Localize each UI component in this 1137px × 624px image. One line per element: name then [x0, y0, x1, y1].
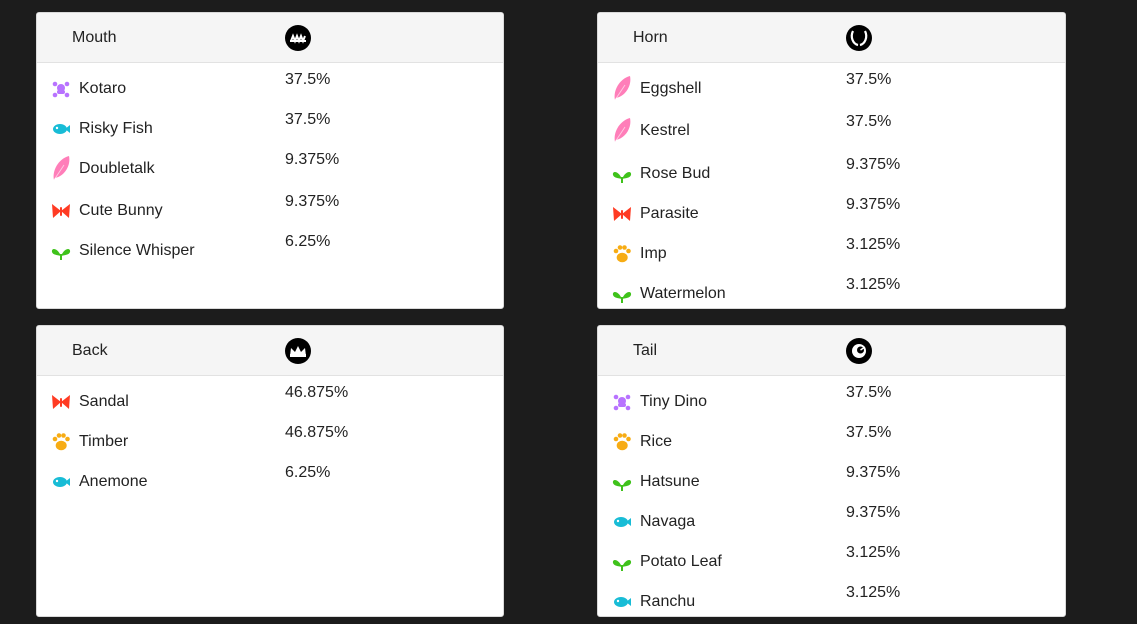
plant-class-icon	[612, 552, 632, 572]
part-row: Rose Bud 9.375%	[598, 156, 1065, 190]
beast-class-icon	[51, 432, 71, 452]
beast-class-icon	[612, 244, 632, 264]
part-percentage: 46.875%	[285, 384, 349, 401]
part-row: Kestrel 37.5%	[598, 113, 1065, 147]
panel-title: Tail	[633, 342, 658, 359]
reptile-class-icon	[51, 79, 71, 99]
aquatic-class-icon	[612, 512, 632, 532]
part-percentage: 9.375%	[846, 464, 901, 481]
part-panel-tail: Tail Tiny Dino 37.5% Rice 37.5% Hatsune 9.375%…	[597, 325, 1066, 617]
part-percentage: 9.375%	[846, 196, 901, 213]
mouth-icon	[285, 25, 311, 51]
tail-icon	[846, 338, 872, 364]
part-name: Hatsune	[640, 473, 700, 490]
part-name: Watermelon	[640, 285, 726, 302]
plant-class-icon	[612, 284, 632, 304]
part-row: Imp 3.125%	[598, 236, 1065, 270]
part-percentage: 9.375%	[285, 151, 340, 168]
part-row: Risky Fish 37.5%	[37, 111, 503, 145]
part-row: Navaga 9.375%	[598, 504, 1065, 538]
panel-header: Tail	[598, 326, 1065, 376]
part-name: Risky Fish	[79, 120, 153, 137]
part-percentage: 9.375%	[846, 156, 901, 173]
part-name: Ranchu	[640, 593, 696, 610]
back-icon	[285, 338, 311, 364]
plant-class-icon	[51, 241, 71, 261]
part-panel-back: Back Sandal 46.875% Timber 46.875% Anemone 6.2…	[36, 325, 504, 617]
bug-class-icon	[51, 392, 71, 412]
bug-class-icon	[612, 204, 632, 224]
aquatic-class-icon	[612, 592, 632, 612]
panel-title: Horn	[633, 29, 668, 46]
part-name: Cute Bunny	[79, 202, 163, 219]
part-row: Cute Bunny 9.375%	[37, 193, 503, 227]
part-name: Doubletalk	[79, 160, 155, 177]
part-row: Sandal 46.875%	[37, 384, 503, 418]
part-name: Potato Leaf	[640, 553, 722, 570]
part-percentage: 37.5%	[846, 384, 892, 401]
part-name: Sandal	[79, 393, 129, 410]
part-row: Watermelon 3.125%	[598, 276, 1065, 308]
aquatic-class-icon	[51, 119, 71, 139]
aquatic-class-icon	[51, 472, 71, 492]
part-percentage: 3.125%	[846, 236, 901, 253]
part-row: Eggshell 37.5%	[598, 71, 1065, 105]
part-panel-mouth: Mouth Kotaro 37.5% Risky Fish 37.5% Doubletal…	[36, 12, 504, 309]
part-panel-horn: Horn Eggshell 37.5% Kestrel 37.5% Rose Bud 9.3…	[597, 12, 1066, 309]
reptile-class-icon	[612, 392, 632, 412]
bird-class-icon	[612, 75, 632, 101]
part-percentage: 9.375%	[846, 504, 901, 521]
part-percentage: 37.5%	[285, 111, 331, 128]
part-percentage: 3.125%	[846, 544, 901, 561]
part-row: Potato Leaf 3.125%	[598, 544, 1065, 578]
part-row: Timber 46.875%	[37, 424, 503, 458]
panel-header: Back	[37, 326, 503, 376]
panel-header: Mouth	[37, 13, 503, 63]
part-row: Kotaro 37.5%	[37, 71, 503, 105]
part-percentage: 3.125%	[846, 584, 901, 601]
beast-class-icon	[612, 432, 632, 452]
part-name: Parasite	[640, 205, 699, 222]
part-row: Tiny Dino 37.5%	[598, 384, 1065, 418]
bug-class-icon	[51, 201, 71, 221]
part-percentage: 6.25%	[285, 464, 331, 481]
part-name: Rice	[640, 433, 673, 450]
bird-class-icon	[612, 117, 632, 143]
part-percentage: 37.5%	[285, 71, 331, 88]
part-percentage: 37.5%	[846, 113, 892, 130]
part-name: Silence Whisper	[79, 242, 195, 259]
horn-icon	[846, 25, 872, 51]
panel-title: Mouth	[72, 29, 117, 46]
part-percentage: 6.25%	[285, 233, 331, 250]
part-name: Tiny Dino	[640, 393, 707, 410]
panel-header: Horn	[598, 13, 1065, 63]
part-percentage: 37.5%	[846, 71, 892, 88]
part-percentage: 37.5%	[846, 424, 892, 441]
part-row: Hatsune 9.375%	[598, 464, 1065, 498]
plant-class-icon	[612, 472, 632, 492]
bird-class-icon	[51, 155, 71, 181]
part-percentage: 3.125%	[846, 276, 901, 293]
panel-title: Back	[72, 342, 108, 359]
part-percentage: 9.375%	[285, 193, 340, 210]
part-row: Doubletalk 9.375%	[37, 151, 503, 185]
part-name: Kotaro	[79, 80, 127, 97]
part-name: Rose Bud	[640, 165, 711, 182]
part-row: Parasite 9.375%	[598, 196, 1065, 230]
part-row: Ranchu 3.125%	[598, 584, 1065, 616]
part-name: Imp	[640, 245, 667, 262]
part-percentage: 46.875%	[285, 424, 349, 441]
part-row: Anemone 6.25%	[37, 464, 503, 498]
part-row: Rice 37.5%	[598, 424, 1065, 458]
part-name: Anemone	[79, 473, 148, 490]
plant-class-icon	[612, 164, 632, 184]
part-row: Silence Whisper 6.25%	[37, 233, 503, 267]
part-name: Timber	[79, 433, 129, 450]
part-name: Navaga	[640, 513, 696, 530]
part-name: Kestrel	[640, 122, 690, 139]
part-name: Eggshell	[640, 80, 702, 97]
